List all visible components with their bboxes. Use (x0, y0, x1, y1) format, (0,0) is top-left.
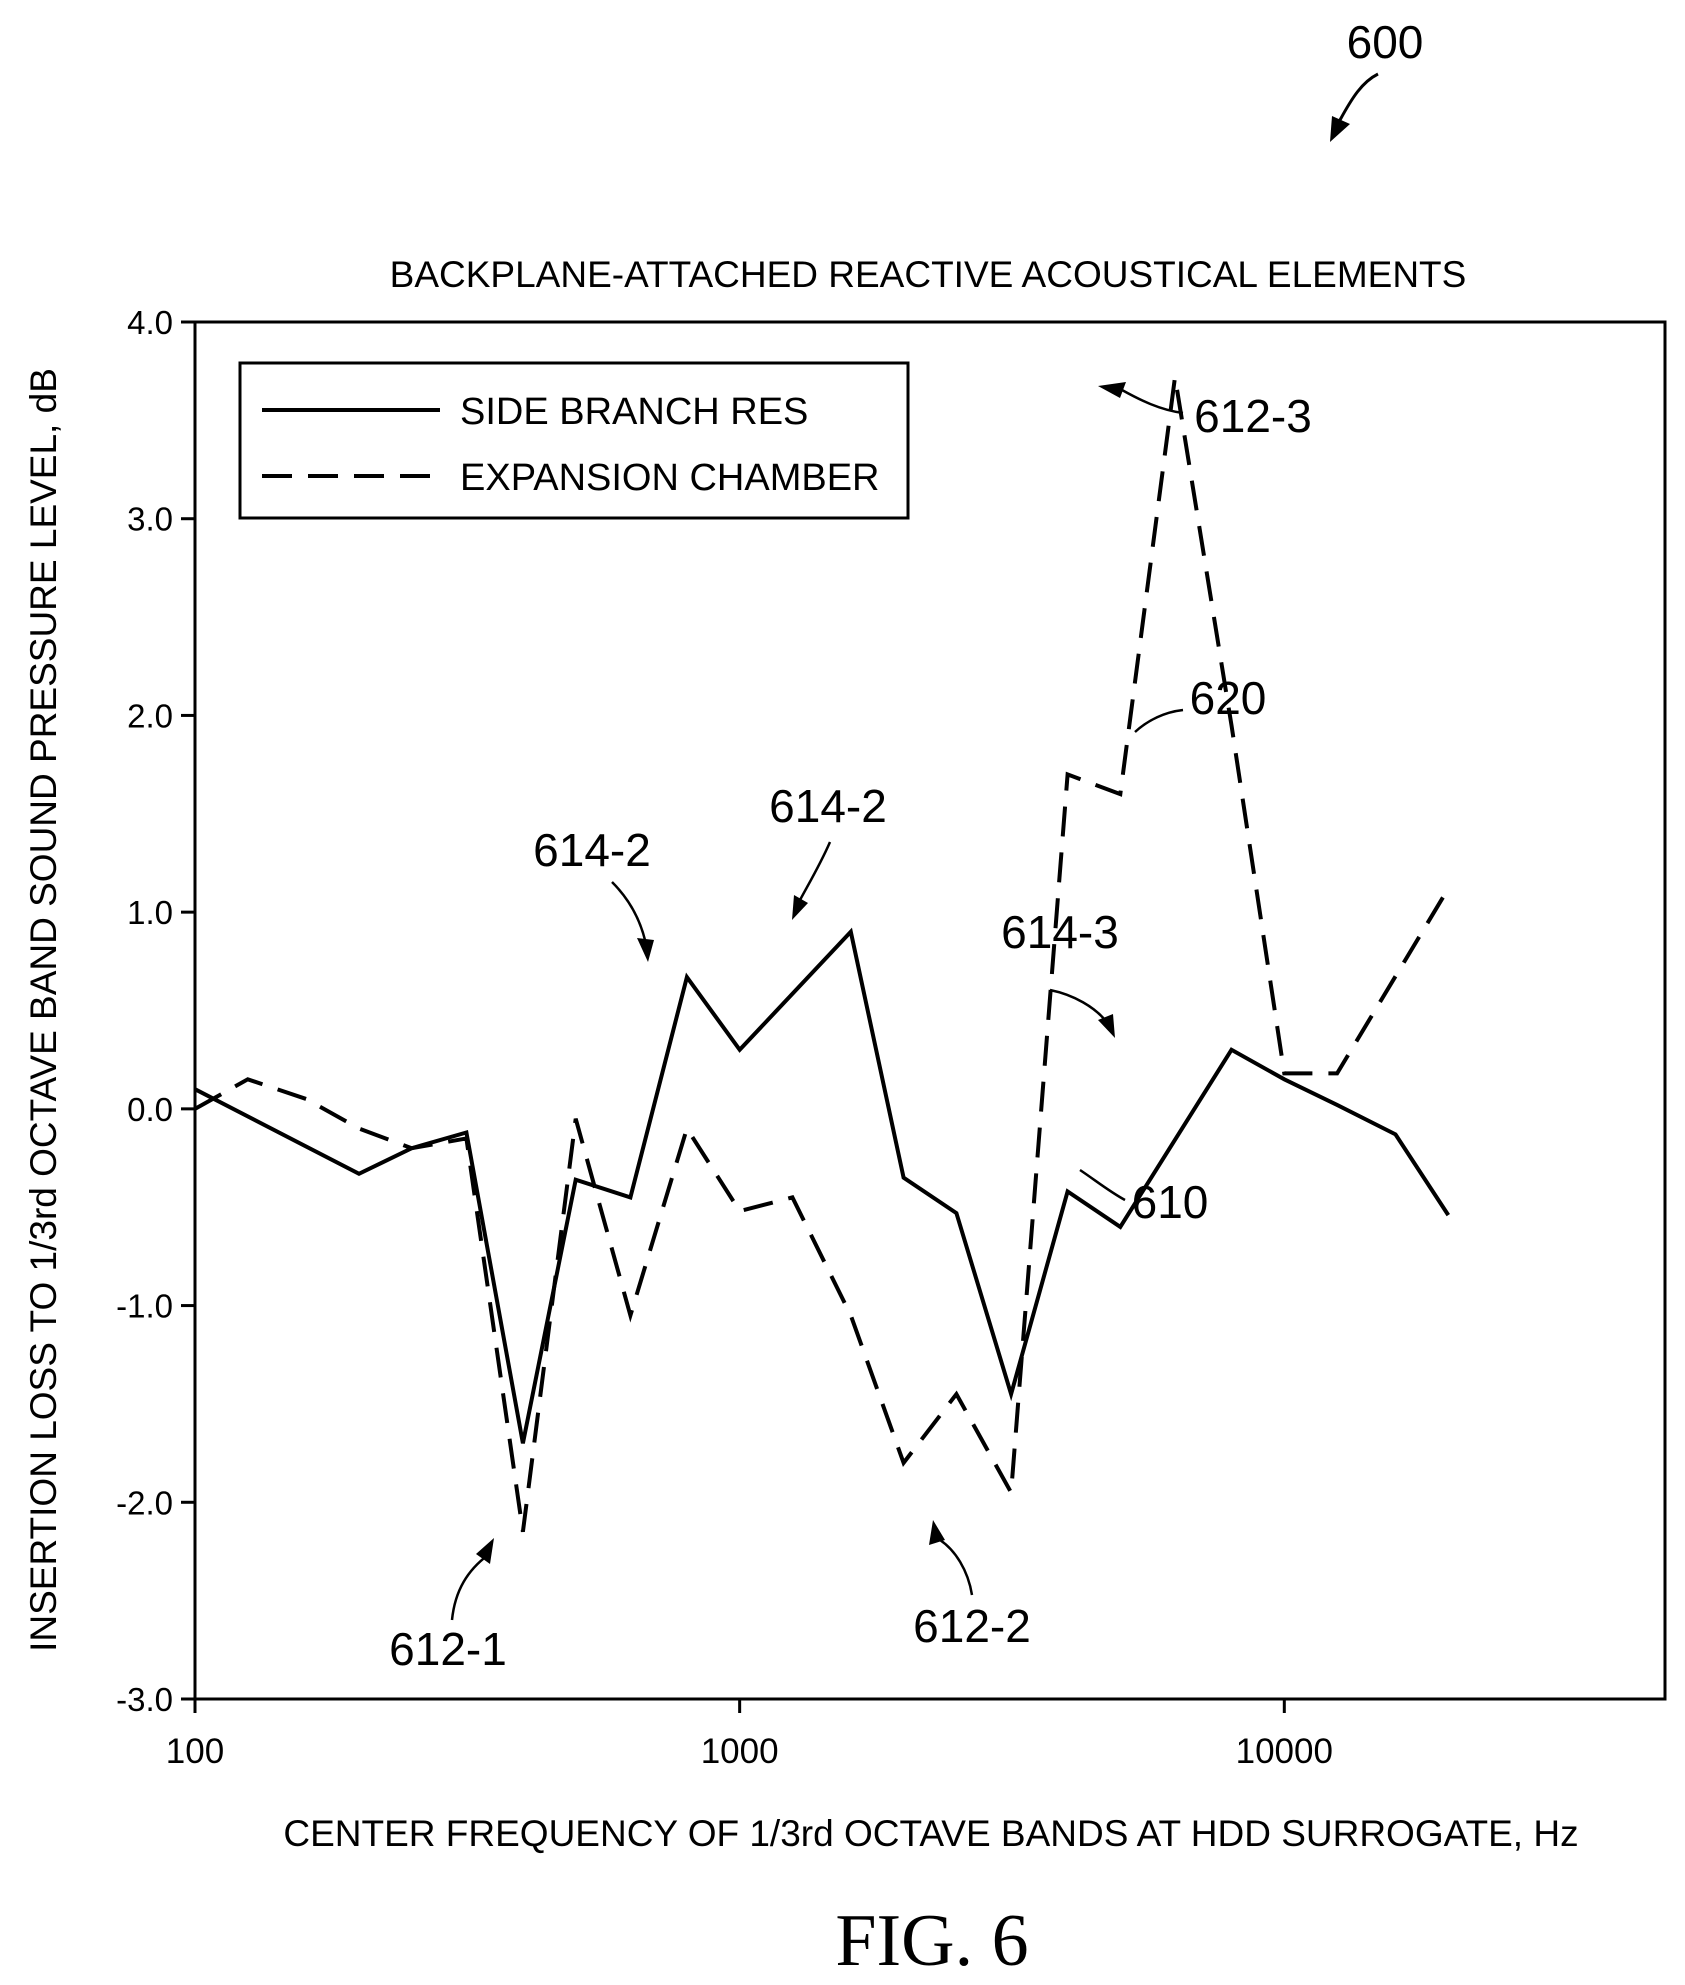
y-axis: 4.0 3.0 2.0 1.0 0.0 -1.0 -2.0 -3.0 (116, 304, 195, 1718)
annotation-612-1: 612-1 (389, 1538, 507, 1675)
annotation-label: 614-3 (1001, 906, 1119, 958)
plot-frame (193, 320, 1667, 1701)
legend: SIDE BRANCH RES EXPANSION CHAMBER (238, 361, 910, 520)
x-axis-label: CENTER FREQUENCY OF 1/3rd OCTAVE BANDS A… (283, 1813, 1578, 1854)
y-tick-label: -2.0 (116, 1484, 173, 1521)
annotation-label: 612-3 (1194, 390, 1312, 442)
annotation-label: 612-1 (389, 1623, 507, 1675)
y-tick-label: 4.0 (127, 304, 173, 341)
figure-ref-arrow (1330, 72, 1379, 142)
series-group (194, 376, 1451, 1533)
y-tick-label: 3.0 (127, 501, 173, 538)
annotation-label: 614-2 (769, 780, 887, 832)
annotation-614-2-right: 614-2 (769, 780, 887, 920)
annotation-612-3: 612-3 (1098, 382, 1312, 442)
figure-ref-number: 600 (1347, 16, 1424, 68)
y-tick-label: -1.0 (116, 1288, 173, 1325)
annotation-610: 610 (1079, 1168, 1209, 1228)
y-tick-label: 1.0 (127, 894, 173, 931)
chart-title: BACKPLANE-ATTACHED REACTIVE ACOUSTICAL E… (390, 254, 1467, 295)
legend-box (238, 361, 910, 520)
y-axis-label: INSERTION LOSS TO 1/3rd OCTAVE BAND SOUN… (23, 368, 64, 1652)
y-tick-label: -3.0 (116, 1681, 173, 1718)
annotation-620: 620 (1134, 672, 1267, 733)
series-line-expansion-chamber (194, 376, 1451, 1533)
series-line-side-branch-res (194, 927, 1450, 1444)
legend-label-expansion-chamber: EXPANSION CHAMBER (460, 457, 879, 499)
annotation-label: 610 (1132, 1176, 1209, 1228)
figure-caption: FIG. 6 (835, 1900, 1028, 1982)
legend-label-side-branch: SIDE BRANCH RES (460, 391, 808, 433)
annotation-614-2-left: 614-2 (533, 824, 654, 962)
annotation-614-3: 614-3 (1001, 906, 1119, 1038)
y-tick-label: 2.0 (127, 697, 173, 734)
x-tick-label: 1000 (701, 1732, 779, 1771)
annotation-label: 612-2 (913, 1600, 1031, 1652)
y-tick-label: 0.0 (127, 1091, 173, 1128)
x-tick-label: 100 (166, 1732, 224, 1771)
x-axis: 100 1000 10000 (166, 1699, 1333, 1771)
annotation-label: 620 (1190, 672, 1267, 724)
annotation-612-2: 612-2 (913, 1520, 1031, 1652)
x-tick-label: 10000 (1236, 1732, 1333, 1771)
annotation-label: 614-2 (533, 824, 651, 876)
